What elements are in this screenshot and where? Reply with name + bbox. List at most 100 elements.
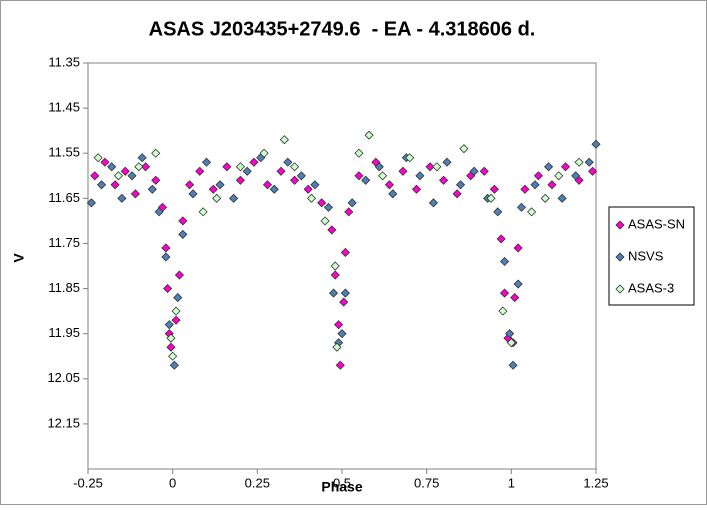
point: [164, 320, 174, 330]
chart-title: ASAS J203435+2749.6 - EA - 4.318606 d.: [149, 18, 536, 40]
point: [455, 180, 466, 190]
point: [229, 193, 239, 203]
point: [540, 193, 550, 203]
point: [127, 171, 137, 181]
point: [235, 162, 245, 172]
x-tick-label: 0: [169, 475, 176, 490]
point: [425, 162, 435, 172]
point: [171, 315, 181, 325]
point: [201, 157, 212, 167]
point: [374, 162, 384, 172]
point: [117, 193, 127, 203]
point: [317, 198, 327, 208]
point: [310, 180, 320, 190]
point: [479, 166, 489, 176]
point: [486, 193, 496, 203]
point: [303, 184, 313, 194]
point: [354, 171, 364, 181]
point: [259, 148, 269, 158]
point: [320, 216, 330, 226]
point: [337, 329, 347, 339]
point: [496, 234, 506, 244]
point: [584, 157, 594, 167]
x-axis-label: Phase: [321, 479, 362, 495]
point: [398, 166, 408, 176]
point: [174, 270, 185, 280]
point: [344, 207, 354, 217]
point: [93, 153, 103, 163]
point: [161, 243, 171, 253]
plot-area: [87, 62, 597, 470]
legend-marker: [615, 284, 625, 294]
point: [113, 171, 124, 181]
point: [161, 252, 171, 262]
point: [560, 162, 571, 172]
y-tick-label: 12.15: [47, 415, 80, 430]
point: [505, 329, 515, 339]
point: [120, 166, 130, 176]
point: [513, 279, 523, 289]
point: [498, 306, 508, 316]
legend-label: NSVS: [628, 248, 664, 263]
point: [388, 189, 398, 199]
point: [171, 306, 181, 316]
point: [340, 247, 350, 258]
point: [147, 184, 157, 194]
point: [332, 342, 342, 352]
point: [235, 175, 245, 185]
x-tick-label: -0.25: [73, 475, 103, 490]
point: [571, 171, 581, 181]
point: [499, 256, 510, 267]
point: [208, 184, 218, 194]
y-tick-label: 11.35: [48, 54, 80, 69]
point: [361, 175, 371, 185]
point: [151, 175, 161, 185]
point: [459, 144, 469, 154]
point: [242, 166, 252, 176]
point: [86, 198, 96, 208]
point: [452, 189, 462, 199]
point: [334, 320, 344, 330]
point: [296, 171, 306, 181]
point: [154, 207, 164, 217]
point: [335, 360, 345, 370]
point: [188, 189, 198, 199]
point: [110, 180, 120, 190]
point: [323, 202, 334, 212]
point: [178, 229, 188, 239]
point: [134, 162, 144, 172]
legend-marker: [615, 220, 625, 230]
point: [508, 360, 518, 370]
point: [439, 175, 449, 185]
legend-marker: [615, 252, 625, 262]
point: [90, 171, 100, 181]
point: [290, 175, 300, 185]
point: [166, 333, 176, 343]
legend-label: ASAS-3: [628, 280, 674, 295]
point: [527, 207, 537, 217]
point: [591, 139, 601, 149]
point: [384, 180, 394, 190]
point: [249, 157, 259, 167]
point: [262, 180, 273, 190]
point: [151, 148, 161, 158]
point: [290, 162, 300, 172]
point: [442, 157, 452, 167]
legend-label: ASAS-SN: [628, 216, 685, 231]
point: [574, 157, 584, 167]
point: [378, 171, 388, 181]
y-axis-label: V: [11, 253, 27, 263]
x-tick-label: 1.25: [583, 475, 608, 490]
point: [195, 166, 205, 176]
y-tick-label: 11.65: [48, 190, 80, 205]
point: [428, 198, 439, 208]
point: [493, 207, 503, 217]
point: [276, 166, 286, 176]
point: [588, 166, 598, 176]
point: [222, 162, 232, 172]
point: [411, 184, 422, 194]
point: [554, 171, 564, 181]
point: [100, 157, 110, 167]
point: [506, 338, 516, 348]
